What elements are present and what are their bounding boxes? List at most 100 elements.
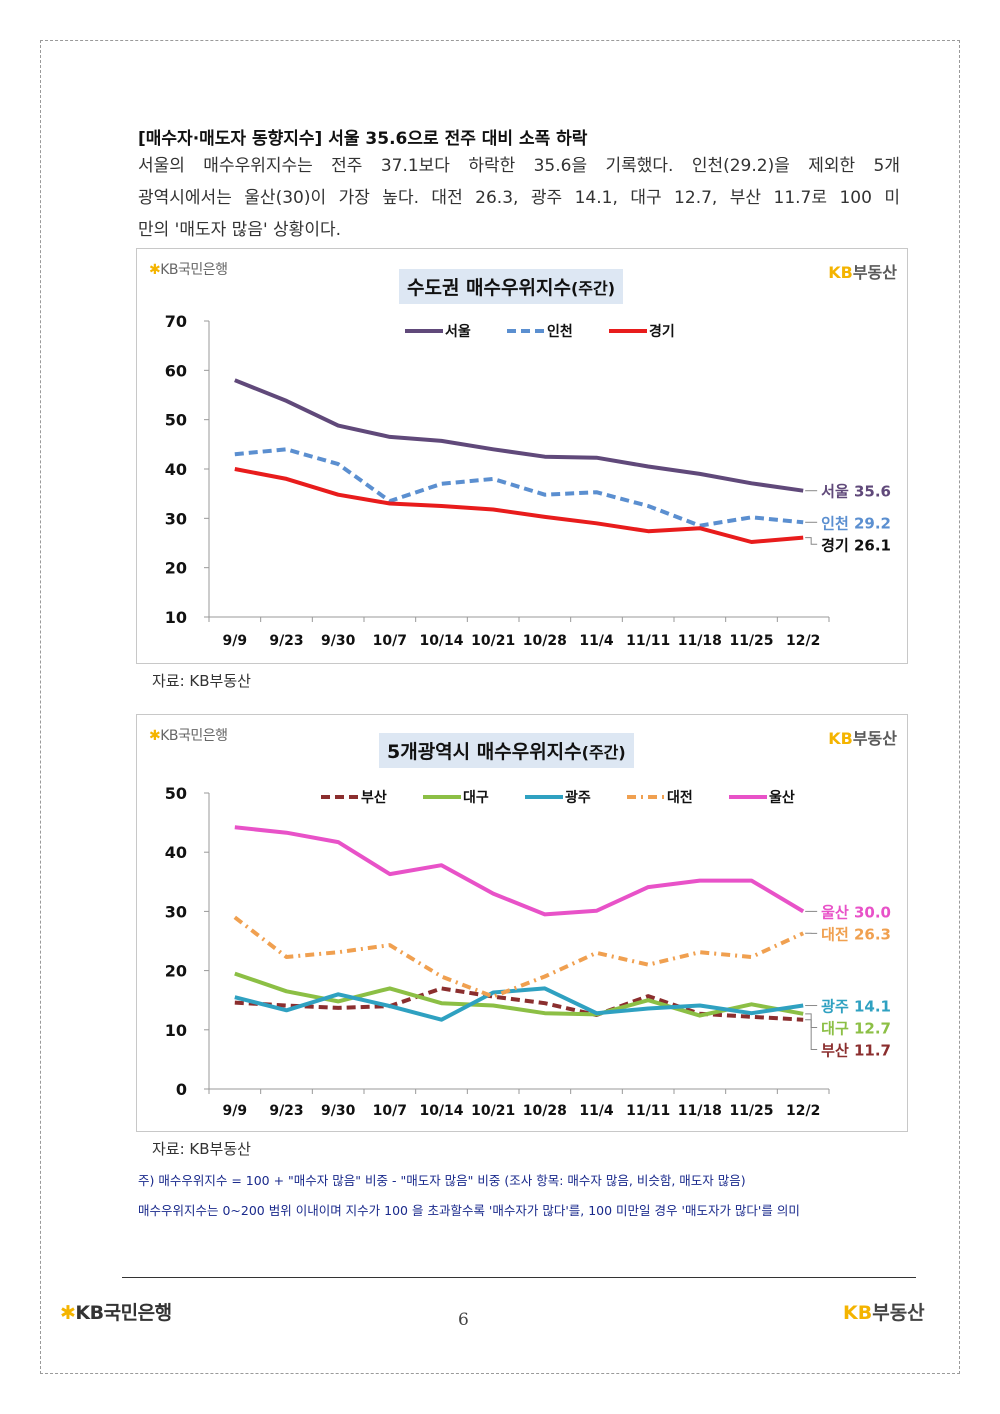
x-tick-label: 11/18 bbox=[678, 633, 722, 649]
chart-title: 수도권 매수우위지수(주간) bbox=[399, 269, 624, 304]
x-tick-label: 9/23 bbox=[269, 633, 303, 649]
y-tick-label: 70 bbox=[165, 312, 187, 331]
kb-star-icon: ✱ bbox=[149, 262, 161, 278]
x-tick-label: 10/28 bbox=[523, 1103, 567, 1119]
y-tick-label: 30 bbox=[165, 902, 187, 921]
chart-source-1: 자료: KB부동산 bbox=[152, 672, 251, 690]
legend-label: 대전 bbox=[667, 789, 693, 806]
y-tick-label: 40 bbox=[165, 460, 187, 479]
end-label-광주: 광주 14.1 bbox=[821, 998, 891, 1016]
kb-land-suffix: 부동산 bbox=[852, 729, 897, 748]
footer-kb-bank-text: KB국민은행 bbox=[75, 1302, 172, 1324]
kb-star-icon: ✱ bbox=[60, 1302, 76, 1324]
end-label-인천: 인천 29.2 bbox=[821, 514, 891, 532]
legend-item: 인천 bbox=[507, 323, 573, 340]
x-tick-label: 10/14 bbox=[419, 1103, 463, 1119]
y-tick-label: 30 bbox=[165, 509, 187, 528]
end-label-leader bbox=[805, 1013, 818, 1029]
legend-label: 서울 bbox=[445, 323, 471, 340]
legend-label: 인천 bbox=[547, 323, 573, 340]
x-tick-label: 9/9 bbox=[223, 633, 248, 649]
legend-label: 경기 bbox=[649, 323, 675, 340]
x-tick-label: 12/2 bbox=[786, 633, 820, 649]
legend-label: 울산 bbox=[769, 789, 795, 806]
y-tick-label: 50 bbox=[165, 784, 187, 803]
chart-title-suffix: (주간) bbox=[581, 743, 626, 762]
x-tick-label: 10/7 bbox=[373, 633, 407, 649]
legend-item: 광주 bbox=[525, 789, 591, 806]
paragraph-line-3: 만의 '매도자 많음' 상황이다. bbox=[138, 220, 342, 240]
paragraph-line-1: 서울의 매수우위지수는 전주 37.1보다 하락한 35.6을 기록했다. 인천… bbox=[138, 156, 900, 176]
end-label-leader bbox=[805, 1019, 818, 1051]
x-tick-label: 11/11 bbox=[626, 1103, 670, 1119]
legend-item: 울산 bbox=[729, 789, 795, 806]
page-border bbox=[40, 40, 960, 1374]
y-tick-label: 10 bbox=[165, 1021, 187, 1040]
footer-divider bbox=[122, 1277, 916, 1278]
legend-label: 부산 bbox=[361, 789, 387, 806]
legend-item: 경기 bbox=[609, 323, 675, 340]
end-label-울산: 울산 30.0 bbox=[821, 903, 891, 921]
y-tick-label: 60 bbox=[165, 361, 187, 380]
kb-land-suffix: 부동산 bbox=[872, 1302, 925, 1324]
kb-land-suffix: 부동산 bbox=[852, 263, 897, 282]
note-definition: 매수우위지수는 0~200 범위 이내이며 지수가 100 을 초과할수록 '매… bbox=[138, 1203, 800, 1218]
y-tick-label: 20 bbox=[165, 559, 187, 578]
end-label-대전: 대전 26.3 bbox=[821, 925, 891, 943]
chart-title: 5개광역시 매수우위지수(주간) bbox=[379, 733, 634, 768]
x-tick-label: 10/14 bbox=[419, 633, 463, 649]
series-line-부산 bbox=[234, 986, 804, 1022]
series-line-인천 bbox=[234, 447, 804, 528]
legend-item: 대전 bbox=[627, 789, 693, 806]
page-number: 6 bbox=[458, 1310, 469, 1330]
chart-title-suffix: (주간) bbox=[570, 279, 616, 298]
x-tick-label: 9/23 bbox=[269, 1103, 303, 1119]
x-tick-label: 11/25 bbox=[729, 1103, 773, 1119]
series-line-울산 bbox=[234, 825, 805, 917]
kb-bank-logo: ✱KB국민은행 bbox=[149, 725, 228, 745]
chart-source-2: 자료: KB부동산 bbox=[152, 1140, 251, 1158]
end-label-부산: 부산 11.7 bbox=[821, 1042, 891, 1060]
end-label-leader bbox=[805, 537, 818, 545]
footer-kb-bank-logo: ✱KB국민은행 bbox=[60, 1298, 172, 1325]
y-tick-label: 10 bbox=[165, 608, 187, 627]
kb-bank-logo: ✱KB국민은행 bbox=[149, 259, 228, 279]
kb-bank-logo-text: KB국민은행 bbox=[160, 728, 228, 744]
x-tick-label: 9/9 bbox=[223, 1103, 248, 1119]
y-tick-label: 20 bbox=[165, 962, 187, 981]
kb-land-prefix: KB bbox=[843, 1302, 873, 1324]
legend-item: 부산 bbox=[321, 789, 387, 806]
kb-bank-logo-text: KB국민은행 bbox=[160, 262, 228, 278]
line-chart-svg: 0 10 20 30 40 50 9/9 9/23 9/30 10/7 10/14 10/21 10/2… bbox=[165, 784, 891, 1119]
y-tick-label: 50 bbox=[165, 411, 187, 430]
x-tick-label: 11/18 bbox=[678, 1103, 722, 1119]
legend-item: 대구 bbox=[423, 790, 489, 806]
footer-kb-land-logo: KB부동산 bbox=[843, 1298, 925, 1325]
x-tick-label: 10/28 bbox=[523, 633, 567, 649]
line-chart-svg: 10 20 30 40 50 60 70 9/9 9/23 9/30 10/7 10/14 10/21 1… bbox=[165, 312, 891, 649]
x-tick-label: 9/30 bbox=[321, 1103, 356, 1119]
series-line-대전 bbox=[233, 915, 805, 999]
x-tick-label: 9/30 bbox=[321, 633, 356, 649]
article-heading: [매수자·매도자 동향지수] 서울 35.6으로 전주 대비 소폭 하락 bbox=[138, 129, 588, 149]
x-tick-label: 10/7 bbox=[373, 1103, 407, 1119]
x-tick-label: 10/21 bbox=[471, 633, 515, 649]
legend-label: 대구 bbox=[463, 790, 489, 806]
x-tick-label: 11/25 bbox=[729, 633, 773, 649]
chart-metro-cities: ✱KB국민은행 KB부동산 5개광역시 매수우위지수(주간) 0 10 20 30 40… bbox=[136, 714, 908, 1132]
kb-star-icon: ✱ bbox=[149, 728, 161, 744]
kb-land-logo: KB부동산 bbox=[828, 259, 897, 283]
paragraph-line-2: 광역시에서는 울산(30)이 가장 높다. 대전 26.3, 광주 14.1, … bbox=[138, 188, 900, 208]
x-tick-label: 10/21 bbox=[471, 1103, 515, 1119]
x-tick-label: 11/4 bbox=[579, 633, 614, 649]
end-label-대구: 대구 12.7 bbox=[821, 1020, 891, 1038]
end-label-경기: 경기 26.1 bbox=[821, 536, 891, 554]
y-tick-label: 40 bbox=[165, 843, 187, 862]
kb-land-prefix: KB bbox=[828, 729, 853, 748]
kb-land-logo: KB부동산 bbox=[828, 725, 897, 749]
kb-land-prefix: KB bbox=[828, 263, 853, 282]
article-paragraph: 서울의 매수우위지수는 전주 37.1보다 하락한 35.6을 기록했다. 인천… bbox=[138, 150, 900, 246]
chart-title-text: 5개광역시 매수우위지수 bbox=[387, 741, 582, 763]
x-tick-label: 11/4 bbox=[579, 1103, 614, 1119]
chart-title-text: 수도권 매수우위지수 bbox=[407, 277, 571, 299]
